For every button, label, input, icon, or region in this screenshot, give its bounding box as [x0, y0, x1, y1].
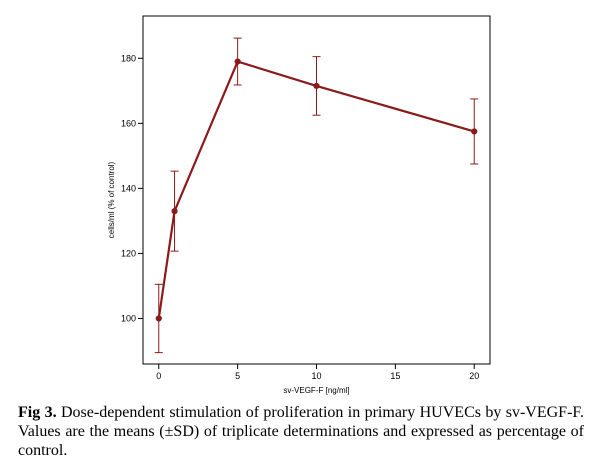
data-point: [234, 58, 241, 65]
x-tick-label: 15: [390, 371, 400, 381]
caption-text: Dose-dependent stimulation of proliferat…: [18, 404, 585, 459]
y-tick-label: 140: [121, 183, 136, 193]
figure-caption: Fig 3. Dose-dependent stimulation of pro…: [18, 403, 584, 460]
data-point: [313, 82, 320, 90]
y-axis-label: cells/ml (% of control): [107, 161, 116, 238]
data-point: [471, 128, 478, 135]
x-tick-label: 0: [156, 371, 161, 381]
data-point: [171, 208, 178, 215]
y-tick-label: 120: [121, 248, 136, 258]
y-tick-label: 180: [121, 53, 136, 63]
caption-label: Fig 3.: [18, 404, 57, 421]
x-tick-label: 5: [235, 371, 240, 381]
y-tick-label: 160: [121, 118, 136, 128]
data-point: [155, 315, 162, 322]
line-chart: 0 5 10 15 20 100 120 140 160 180 sv-VEGF-F [ng/ml…: [107, 15, 491, 395]
y-tick-label: 100: [121, 313, 136, 323]
x-tick-label: 10: [311, 371, 321, 381]
x-tick-label: 20: [469, 371, 479, 381]
x-axis-label: sv-VEGF-F [ng/ml]: [283, 386, 349, 395]
